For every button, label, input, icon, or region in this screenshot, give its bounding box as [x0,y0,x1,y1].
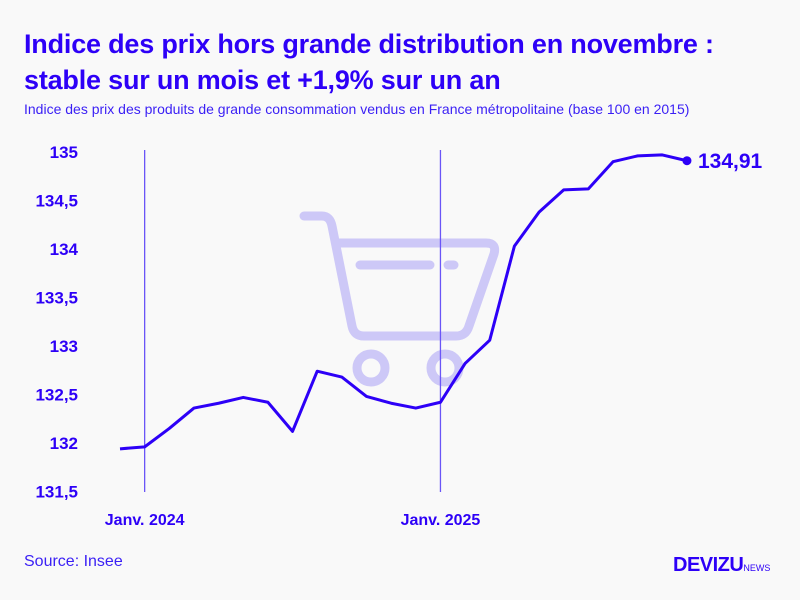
series-line [119,153,688,451]
logo-suffix: NEWS [743,563,771,573]
logo-text: DEVIZU [673,554,744,576]
y-tick-label: 134 [50,240,79,259]
last-data-point [682,156,692,166]
devizu-logo: DEVIZUNEWS [673,554,770,577]
chart-subtitle: Indice des prix des produits de grande c… [24,101,690,117]
last-value-label: 134,91 [698,150,763,173]
title-line-2: stable sur un mois et +1,9% sur un an [24,65,501,95]
y-tick-label: 132 [50,434,78,453]
title-line-1: Indice des prix hors grande distribution… [24,29,714,59]
chart-title: Indice des prix hors grande distribution… [24,26,714,98]
source-note: Source: Insee [24,553,123,570]
y-tick-label: 135 [50,143,78,162]
x-tick-label: Janv. 2025 [401,512,481,529]
y-tick-label: 131,5 [35,483,78,502]
y-tick-label: 133 [50,337,78,356]
y-tick-label: 132,5 [35,386,78,405]
y-tick-label: 133,5 [35,289,78,308]
shopping-cart-icon [299,211,500,387]
y-tick-label: 134,5 [35,192,78,211]
x-tick-label: Janv. 2024 [105,512,185,529]
